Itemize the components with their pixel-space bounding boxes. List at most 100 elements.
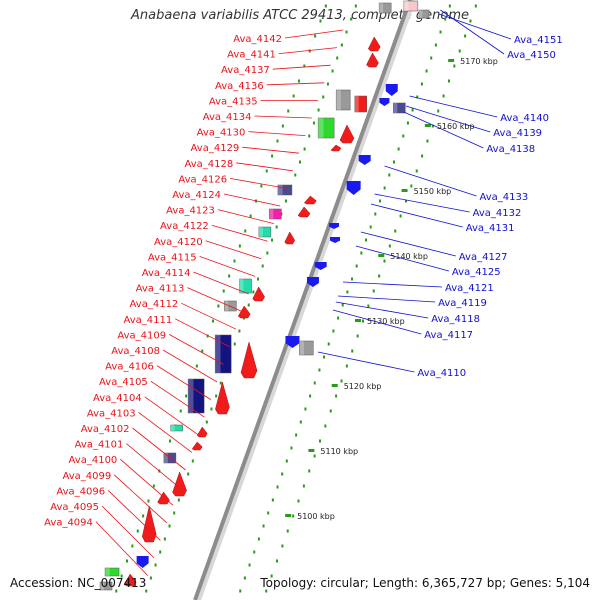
- left-leader-line: [205, 240, 262, 260]
- gene-box-highlight: [299, 341, 304, 355]
- tick-dot-scale: [302, 484, 305, 488]
- scale-tick: [378, 254, 385, 257]
- tick-dot-right: [444, 17, 447, 21]
- tick-dot-inner: [145, 589, 148, 593]
- left-leader-line: [107, 490, 161, 541]
- scale-tick: [285, 514, 292, 517]
- gene-arrow-reverse: [285, 336, 300, 348]
- tick-dot-outer: [271, 154, 274, 158]
- gene-arrow-forward: [172, 471, 187, 497]
- tick-dot-right: [318, 368, 321, 372]
- gene-arrow-forward: [191, 441, 203, 451]
- scale-tick: [331, 384, 338, 387]
- right-leader-line: [360, 231, 456, 257]
- tick-dot-inner: [336, 56, 339, 60]
- tick-dot-outer: [324, 4, 327, 8]
- gene-arrow-reverse: [385, 84, 398, 96]
- gene-arrow-forward: [366, 52, 379, 68]
- right-gene-label: Ava_4150: [507, 50, 556, 61]
- scale-tick: [401, 189, 408, 192]
- gene-arrow-forward: [339, 124, 355, 144]
- tick-dot-scale: [399, 214, 402, 218]
- gene-arrow-forward: [330, 144, 342, 152]
- tick-dot-scale: [340, 379, 343, 383]
- tick-dot-inner: [303, 147, 306, 151]
- tick-dot-right: [434, 43, 437, 47]
- tick-dot-outer: [238, 244, 241, 248]
- tick-dot-inner: [284, 199, 287, 203]
- left-leader-line: [120, 458, 174, 506]
- gene-box: [335, 89, 351, 111]
- left-gene-label: Ava_4124: [172, 190, 221, 201]
- tick-dot-scale: [281, 544, 284, 548]
- tick-dot-outer: [260, 184, 263, 188]
- tick-dot-right: [257, 537, 260, 541]
- tick-dot-right: [392, 160, 395, 164]
- tick-dot-right: [406, 121, 409, 125]
- tick-dot-outer: [217, 304, 220, 308]
- left-gene-label: Ava_4135: [209, 96, 258, 107]
- tick-dot-inner: [261, 264, 264, 268]
- left-gene-label: Ava_4142: [233, 34, 282, 45]
- tick-dot-scale: [270, 574, 273, 578]
- tick-dot-scale: [437, 109, 440, 113]
- tick-dot-scale: [292, 514, 295, 518]
- tick-dot-scale: [394, 229, 397, 233]
- tick-dot-inner: [154, 563, 157, 567]
- tick-dot-right: [397, 147, 400, 151]
- gene-box: [378, 2, 392, 14]
- tick-dot-inner: [233, 342, 236, 346]
- tick-dot-right: [337, 316, 340, 320]
- gene-arrow-forward: [297, 206, 311, 218]
- gene-box-highlight: [105, 568, 110, 576]
- gene-box-highlight: [170, 425, 175, 431]
- tick-dot-right: [378, 199, 381, 203]
- tick-dot-scale: [447, 79, 450, 83]
- gene-arrow-forward: [215, 381, 230, 415]
- tick-dot-scale: [329, 409, 332, 413]
- left-leader-line: [132, 427, 186, 471]
- tick-dot-scale: [404, 199, 407, 203]
- tick-dot-outer: [249, 214, 252, 218]
- tick-dot-right: [448, 4, 451, 8]
- tick-dot-outer: [195, 364, 198, 368]
- gene-box: [403, 0, 419, 12]
- tick-dot-scale: [378, 274, 381, 278]
- left-leader-line: [236, 162, 293, 172]
- gene-box-highlight: [215, 335, 221, 373]
- right-gene-label: Ava_4110: [417, 368, 466, 379]
- left-gene-label: Ava_4122: [160, 221, 209, 232]
- tick-dot-right: [439, 30, 442, 34]
- tick-dot-outer: [142, 514, 145, 518]
- gene-arrow-forward: [237, 305, 251, 319]
- tick-dot-inner: [191, 459, 194, 463]
- tick-dot-right: [369, 225, 372, 229]
- tick-dot-right: [271, 498, 274, 502]
- tick-dot-scale: [308, 469, 311, 473]
- backbone-shadow: [195, 0, 416, 600]
- tick-dot-scale: [415, 169, 418, 173]
- tick-dot-right: [430, 56, 433, 60]
- scale-label: 5140 kbp: [390, 252, 428, 261]
- left-gene-label: Ava_4094: [44, 518, 93, 529]
- tick-dot-outer: [201, 349, 204, 353]
- gene-arrow-reverse: [379, 98, 390, 106]
- scale-label: 5100 kbp: [297, 512, 335, 521]
- tick-dot-scale: [351, 349, 354, 353]
- tick-dot-outer: [147, 499, 150, 503]
- tick-dot-scale: [367, 304, 370, 308]
- left-gene-label: Ava_4136: [215, 81, 264, 92]
- tick-dot-right: [374, 212, 377, 216]
- tick-dot-scale: [356, 334, 359, 338]
- tick-dot-outer: [120, 574, 123, 578]
- tick-dot-outer: [222, 289, 225, 293]
- tick-dot-outer: [287, 109, 290, 113]
- left-gene-label: Ava_4120: [154, 237, 203, 248]
- gene-box: [214, 334, 232, 374]
- gene-box: [418, 9, 430, 19]
- left-gene-label: Ava_4129: [191, 143, 240, 154]
- tick-dot-outer: [185, 394, 188, 398]
- tick-dot-scale: [286, 529, 289, 533]
- tick-dot-inner: [345, 30, 348, 34]
- tick-dot-inner: [238, 329, 241, 333]
